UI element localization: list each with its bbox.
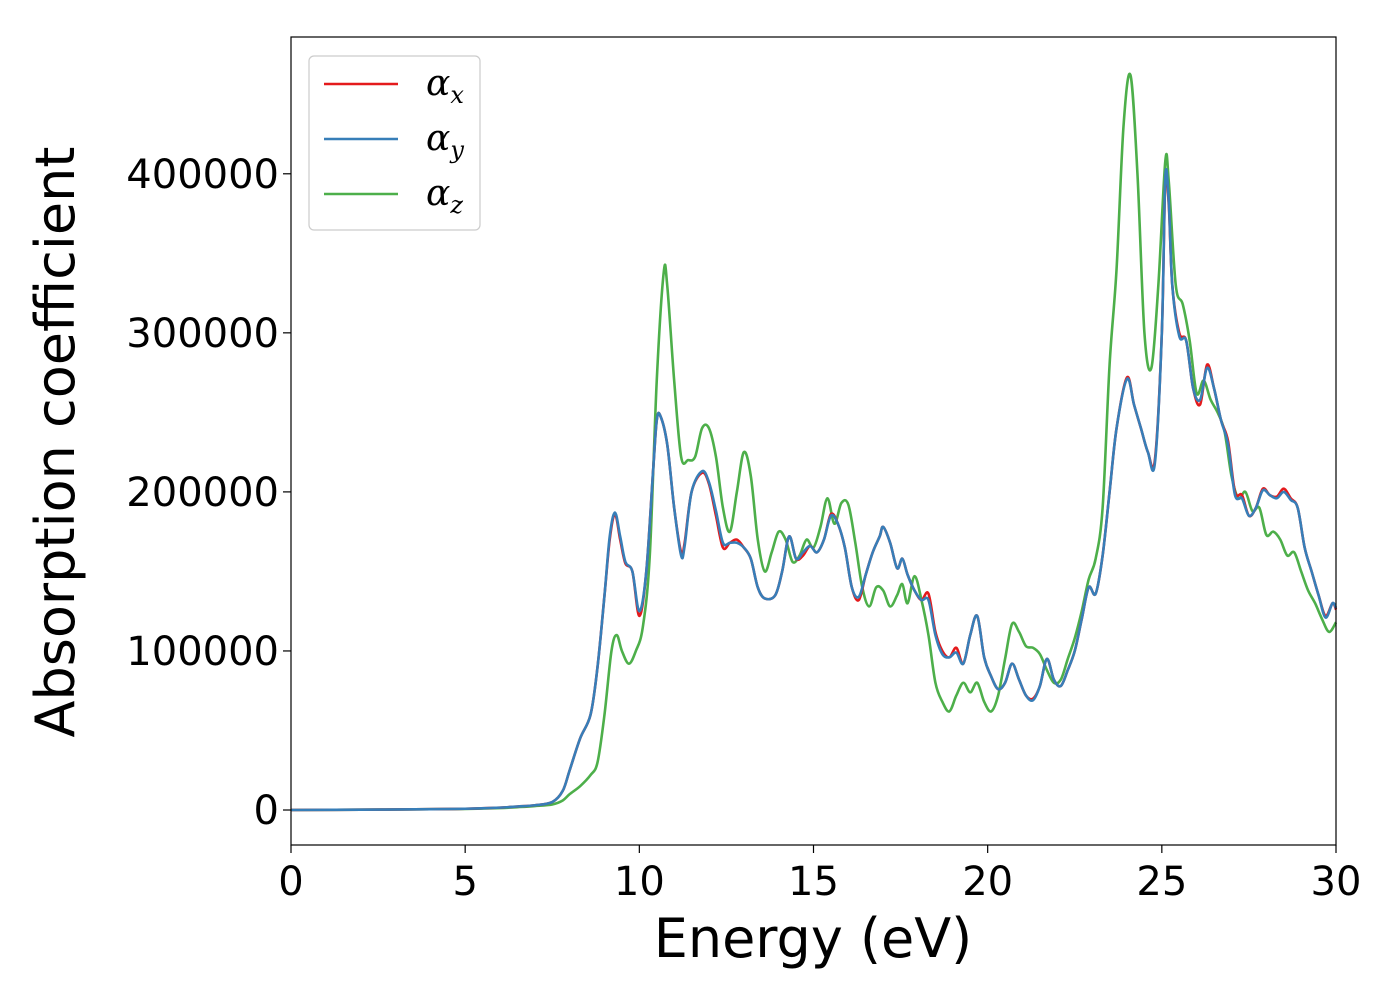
series-line-alpha-y	[290, 168, 1338, 812]
y-tick-label: 300000	[126, 311, 279, 357]
x-tick-label: 30	[1311, 859, 1362, 905]
series-layer	[290, 72, 1338, 812]
x-axis-ticks: 0 5 10 15 20 25 30	[278, 845, 1361, 905]
x-tick-label: 5	[452, 859, 477, 905]
legend-label-alpha-x: αx	[426, 63, 464, 109]
legend-label-alpha-z: αz	[426, 173, 463, 219]
legend-label-alpha-y: αy	[426, 118, 464, 164]
legend-box	[308, 55, 481, 231]
x-tick-label: 25	[1136, 859, 1187, 905]
y-tick-label: 400000	[126, 152, 279, 198]
x-tick-label: 20	[962, 859, 1013, 905]
x-tick-label: 0	[278, 859, 303, 905]
x-tick-label: 10	[614, 859, 665, 905]
y-tick-label: 100000	[126, 629, 279, 675]
series-line-alpha-z	[290, 72, 1338, 812]
x-axis-label: Energy (eV)	[654, 907, 973, 970]
y-tick-label: 200000	[126, 470, 279, 516]
legend: αx αy αz	[308, 55, 481, 231]
x-tick-label: 15	[788, 859, 839, 905]
y-axis-label: Absorption coefficient	[24, 147, 87, 738]
y-tick-label: 0	[254, 788, 279, 834]
y-axis-ticks: 0 100000 200000 300000 400000	[126, 152, 291, 834]
